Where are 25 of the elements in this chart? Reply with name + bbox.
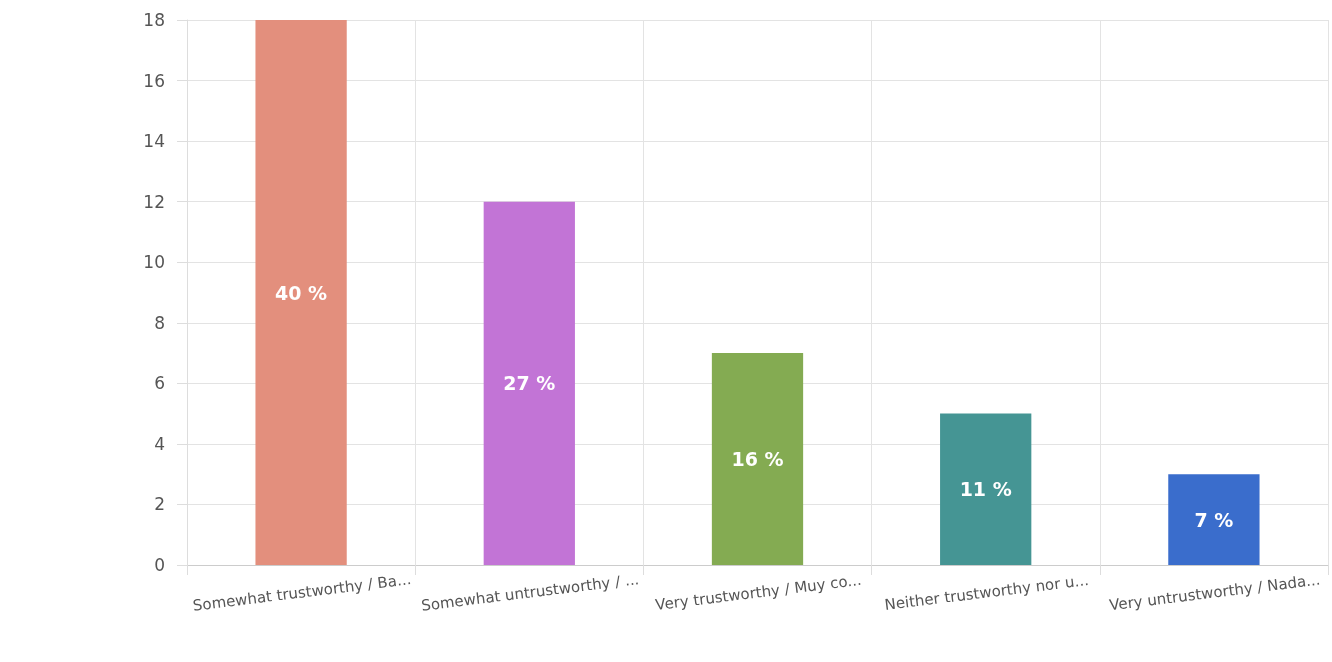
annotation: 11 % [959,478,1012,501]
y-tick-label: 10 [143,252,165,273]
bar [711,353,804,565]
x-tick-label: Very trustworthy / Muy co... [654,570,863,615]
x-tick-label: Somewhat untrustworthy / ... [420,570,641,615]
annotation: 16 % [731,448,784,471]
y-tick-label: 12 [143,191,165,212]
y-tick-label: 0 [154,555,165,575]
annotation: 40 % [275,281,328,304]
y-tick-label: 14 [143,131,165,152]
x-tick-label: Somewhat trustworthy / Ba... [191,570,413,615]
y-tick-label: 4 [154,433,165,454]
y-tick-label: 8 [154,312,165,333]
bar [1168,474,1260,565]
y-tick-label: 16 [143,70,165,91]
annotation: 7 % [1194,508,1234,531]
bar [255,20,347,565]
x-tick-label: Very untrustworthy / Nada... [1108,570,1322,615]
y-tick-label: 2 [154,494,165,515]
y-tick-label: 18 [143,10,165,30]
x-tick-label: Neither trustworthy nor u... [883,570,1090,614]
bar [483,201,575,565]
y-tick-label: 6 [154,373,165,394]
annotation: 27 % [503,372,556,395]
bar [940,413,1032,565]
